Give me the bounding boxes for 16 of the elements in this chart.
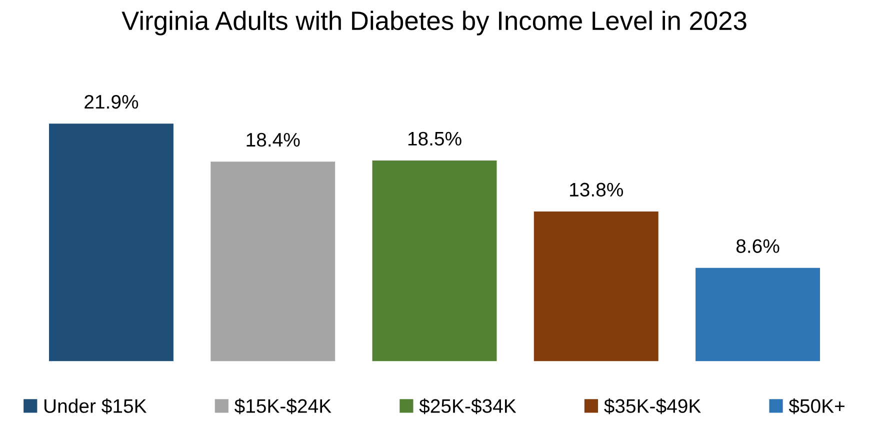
bar (534, 212, 658, 362)
legend-label: $25K-$34K (419, 398, 516, 414)
data-label: 8.6% (736, 239, 780, 253)
data-label: 13.8% (570, 182, 624, 197)
legend-label: $15K-$24K (234, 398, 332, 414)
bar (49, 124, 174, 362)
chart-title: Virginia Adults with Diabetes by Income Level in 2023 (122, 10, 746, 36)
bar (210, 162, 336, 362)
data-label: 18.4% (246, 132, 300, 147)
bar (372, 160, 497, 362)
legend-label: Under $15K (44, 398, 147, 414)
legend-label: $35K-$49K (604, 398, 701, 414)
data-label: 21.9% (84, 94, 138, 109)
legend-label: $50K+ (788, 398, 844, 414)
data-label: 18.5% (408, 132, 462, 146)
bar (696, 268, 820, 362)
